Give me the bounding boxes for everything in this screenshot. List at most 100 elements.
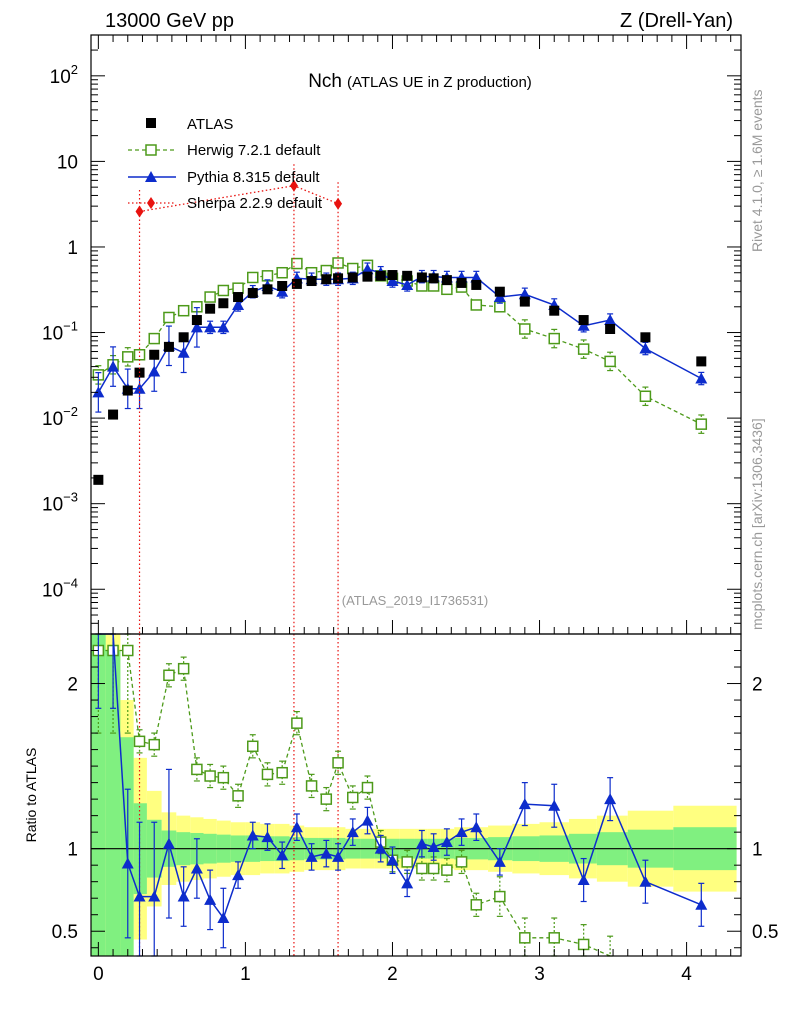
y-tick-label: 102 xyxy=(50,62,78,88)
x-tick-label: 2 xyxy=(387,964,398,985)
herwig-ratio-point xyxy=(361,781,374,794)
pythia-ratio-point xyxy=(217,912,230,924)
atlas-point xyxy=(108,409,119,420)
pythia-point xyxy=(604,314,617,326)
herwig-ratio-point xyxy=(177,662,190,675)
atlas-point xyxy=(306,276,317,287)
herwig-point xyxy=(276,266,288,279)
herwig-ratio-point xyxy=(577,938,590,951)
sherpa-point xyxy=(135,205,144,218)
y-tick-exp: −3 xyxy=(63,490,78,505)
pythia-point xyxy=(217,321,230,333)
atlas-point xyxy=(178,332,189,343)
plot-title-sub: (ATLAS UE in Z production) xyxy=(347,74,532,91)
herwig-point xyxy=(122,351,134,363)
herwig-ratio-point xyxy=(320,793,333,805)
pythia-point xyxy=(190,321,203,333)
lower-panel-marks xyxy=(92,633,708,957)
x-tick-label: 1 xyxy=(240,964,251,985)
pythia-ratio-point xyxy=(305,850,318,862)
pythia-ratio-point xyxy=(121,857,134,869)
atlas-point xyxy=(218,298,229,309)
herwig-point xyxy=(577,343,590,355)
pythia-ratio-point xyxy=(148,890,161,902)
atlas-point xyxy=(375,270,386,281)
pythia-ratio-point xyxy=(639,875,652,887)
rivet-label: Rivet 4.1.0, ≥ 1.6M events xyxy=(749,89,765,252)
pythia-ratio-point xyxy=(386,854,399,866)
atlas-point xyxy=(163,341,174,352)
atlas-point xyxy=(428,273,439,284)
herwig-ratio-point xyxy=(163,669,175,682)
pythia-ratio-point xyxy=(162,837,175,849)
y-tick-exp: 2 xyxy=(71,62,78,77)
atlas-point xyxy=(456,277,467,288)
herwig-point xyxy=(639,390,652,403)
herwig-ratio-point xyxy=(291,717,303,729)
herwig-point xyxy=(247,271,259,284)
herwig-ratio-point xyxy=(427,862,440,875)
ratio-tick-label-right: 2 xyxy=(752,675,763,696)
herwig-ratio-point xyxy=(247,740,259,753)
legend-pythia: Pythia 8.315 default xyxy=(187,169,320,186)
pythia-point xyxy=(361,263,374,275)
y-tick-label: 10−2 xyxy=(42,404,78,430)
legend-pythia-marker xyxy=(145,171,157,182)
pythia-point xyxy=(639,342,652,354)
stat-band xyxy=(91,634,106,956)
y-tick-base: 10 xyxy=(42,409,63,430)
ratio-tick-label: 0.5 xyxy=(52,922,78,943)
herwig-ratio-point xyxy=(470,899,483,911)
pythia-point xyxy=(92,386,105,398)
y-tick-label: 10−1 xyxy=(42,319,78,345)
x-tick-label: 3 xyxy=(534,964,545,985)
herwig-ratio-point xyxy=(191,763,203,776)
herwig-ratio-point xyxy=(494,890,506,903)
stat-band xyxy=(105,650,121,956)
atlas-point xyxy=(191,315,202,326)
herwig-point xyxy=(441,283,453,296)
atlas-point xyxy=(233,292,244,303)
y-tick-base: 1 xyxy=(67,238,78,259)
pythia-point xyxy=(401,278,414,290)
pythia-ratio-point xyxy=(246,829,259,841)
pythia-ratio-point xyxy=(440,836,453,848)
ratio-axis-label: Ratio to ATLAS xyxy=(23,748,39,843)
header-left: 13000 GeV pp xyxy=(105,10,234,32)
atlas-point xyxy=(605,324,616,335)
herwig-ratio-point xyxy=(217,771,230,784)
pythia-ratio-point xyxy=(548,799,561,811)
header-right: Z (Drell-Yan) xyxy=(620,10,733,32)
herwig-ratio-point xyxy=(455,856,468,868)
atlas-point xyxy=(696,356,707,367)
pythia-ratio-point xyxy=(261,831,274,843)
pythia-point xyxy=(470,271,483,283)
pythia-point xyxy=(148,365,161,377)
legend-atlas-marker xyxy=(146,118,156,128)
y-tick-label: 1 xyxy=(67,238,78,259)
pythia-ratio-point xyxy=(332,850,345,862)
herwig-ratio-point xyxy=(332,757,344,769)
atlas-point xyxy=(247,287,258,298)
lower-panel-frame xyxy=(90,633,742,957)
pythia-point xyxy=(204,321,217,333)
atlas-point xyxy=(362,271,373,282)
herwig-ratio-point xyxy=(204,770,216,782)
herwig-ratio-point xyxy=(519,932,531,944)
herwig-point xyxy=(291,257,303,270)
pythia-ratio-point xyxy=(518,798,531,810)
pythia-ratio-point xyxy=(290,821,303,833)
plot-title-main: Nch xyxy=(308,71,342,92)
herwig-point xyxy=(133,349,146,361)
legend-herwig-marker xyxy=(145,144,157,156)
pythia-ratio-point xyxy=(374,842,387,854)
pythia-ratio-point xyxy=(177,890,190,902)
pythia-ratio-point xyxy=(276,849,289,861)
pythia-ratio-point xyxy=(455,826,468,838)
atlas-point xyxy=(149,349,160,360)
pythia-point xyxy=(386,275,399,287)
herwig-point xyxy=(232,282,244,294)
y-tick-base: 10 xyxy=(42,495,63,516)
